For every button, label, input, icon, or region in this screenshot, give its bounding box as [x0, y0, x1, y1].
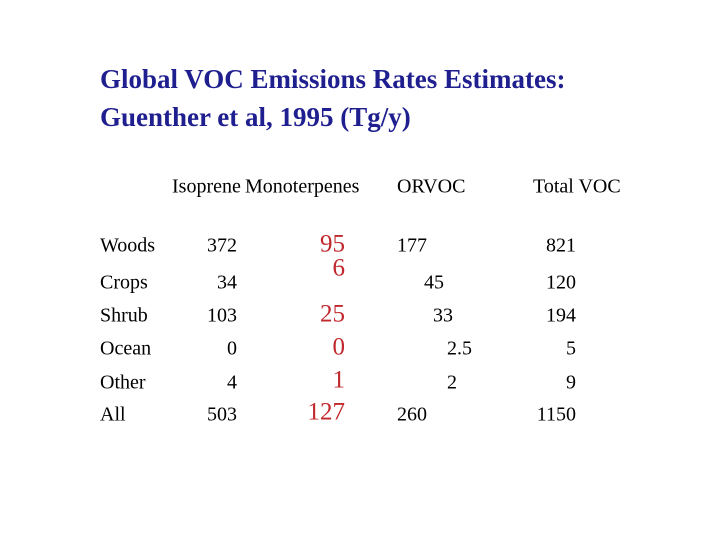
cell: 95: [320, 231, 345, 258]
cell: 120: [546, 272, 576, 294]
cell: 2: [447, 372, 457, 394]
title-line: Global VOC Emissions Rates Estimates:: [100, 64, 566, 94]
cell: 177: [397, 235, 427, 257]
cell: 2.5: [447, 338, 472, 360]
column-header: ORVOC: [397, 176, 465, 198]
cell: 1: [333, 367, 346, 394]
cell: 9: [566, 372, 576, 394]
cell: 0: [333, 334, 346, 361]
column-header: Monoterpenes: [245, 176, 360, 198]
cell: 194: [546, 305, 576, 327]
row-label: All: [100, 404, 126, 426]
cell: 6: [333, 255, 346, 282]
title-line: Guenther et al, 1995 (Tg/y): [100, 102, 411, 132]
cell: 1150: [537, 404, 576, 426]
column-header: Total VOC: [533, 176, 621, 198]
cell: 45: [424, 272, 444, 294]
cell: 260: [397, 404, 427, 426]
cell: 33: [433, 305, 453, 327]
cell: 127: [308, 399, 346, 426]
cell: 372: [207, 235, 237, 257]
cell: 25: [320, 301, 345, 328]
cell: 503: [207, 404, 237, 426]
cell: 4: [227, 372, 237, 394]
row-label: Shrub: [100, 305, 148, 327]
row-label: Crops: [100, 272, 148, 294]
column-header: Isoprene: [172, 176, 241, 198]
cell: 5: [566, 338, 576, 360]
row-label: Ocean: [100, 338, 151, 360]
cell: 0: [227, 338, 237, 360]
row-label: Woods: [100, 235, 155, 257]
cell: 103: [207, 305, 237, 327]
cell: 821: [546, 235, 576, 257]
cell: 34: [217, 272, 237, 294]
row-label: Other: [100, 372, 146, 394]
